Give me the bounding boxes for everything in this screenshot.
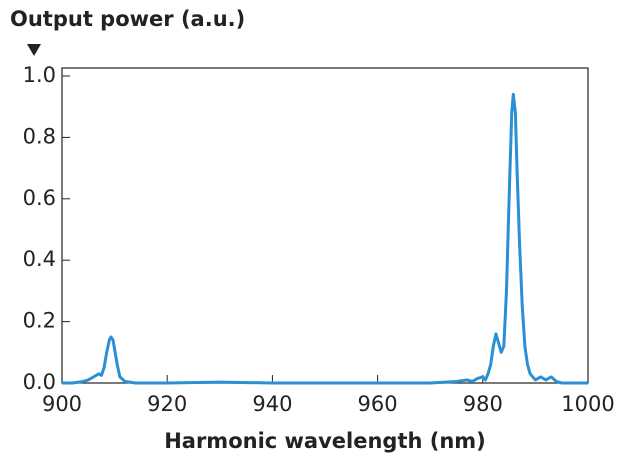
- y-tick-label: 0.6: [23, 186, 56, 210]
- y-tick-label: 0.0: [23, 370, 56, 394]
- data-line: [62, 92, 588, 385]
- axis-arrow: [27, 44, 41, 56]
- x-tick-label: 980: [463, 392, 503, 416]
- x-tick-label: 960: [358, 392, 398, 416]
- y-tick-label: 0.8: [23, 124, 56, 148]
- x-tick-label: 920: [147, 392, 187, 416]
- y-tick-label: 0.2: [23, 309, 56, 333]
- y-tick-label: 1.0: [23, 63, 56, 87]
- x-axis-label: Harmonic wavelength (nm): [164, 429, 486, 453]
- x-tick-label: 900: [42, 392, 82, 416]
- x-tick-label: 1000: [561, 392, 614, 416]
- x-tick-label: 940: [252, 392, 292, 416]
- y-tick-label: 0.4: [23, 247, 56, 271]
- chart-title: Output power (a.u.): [10, 7, 245, 31]
